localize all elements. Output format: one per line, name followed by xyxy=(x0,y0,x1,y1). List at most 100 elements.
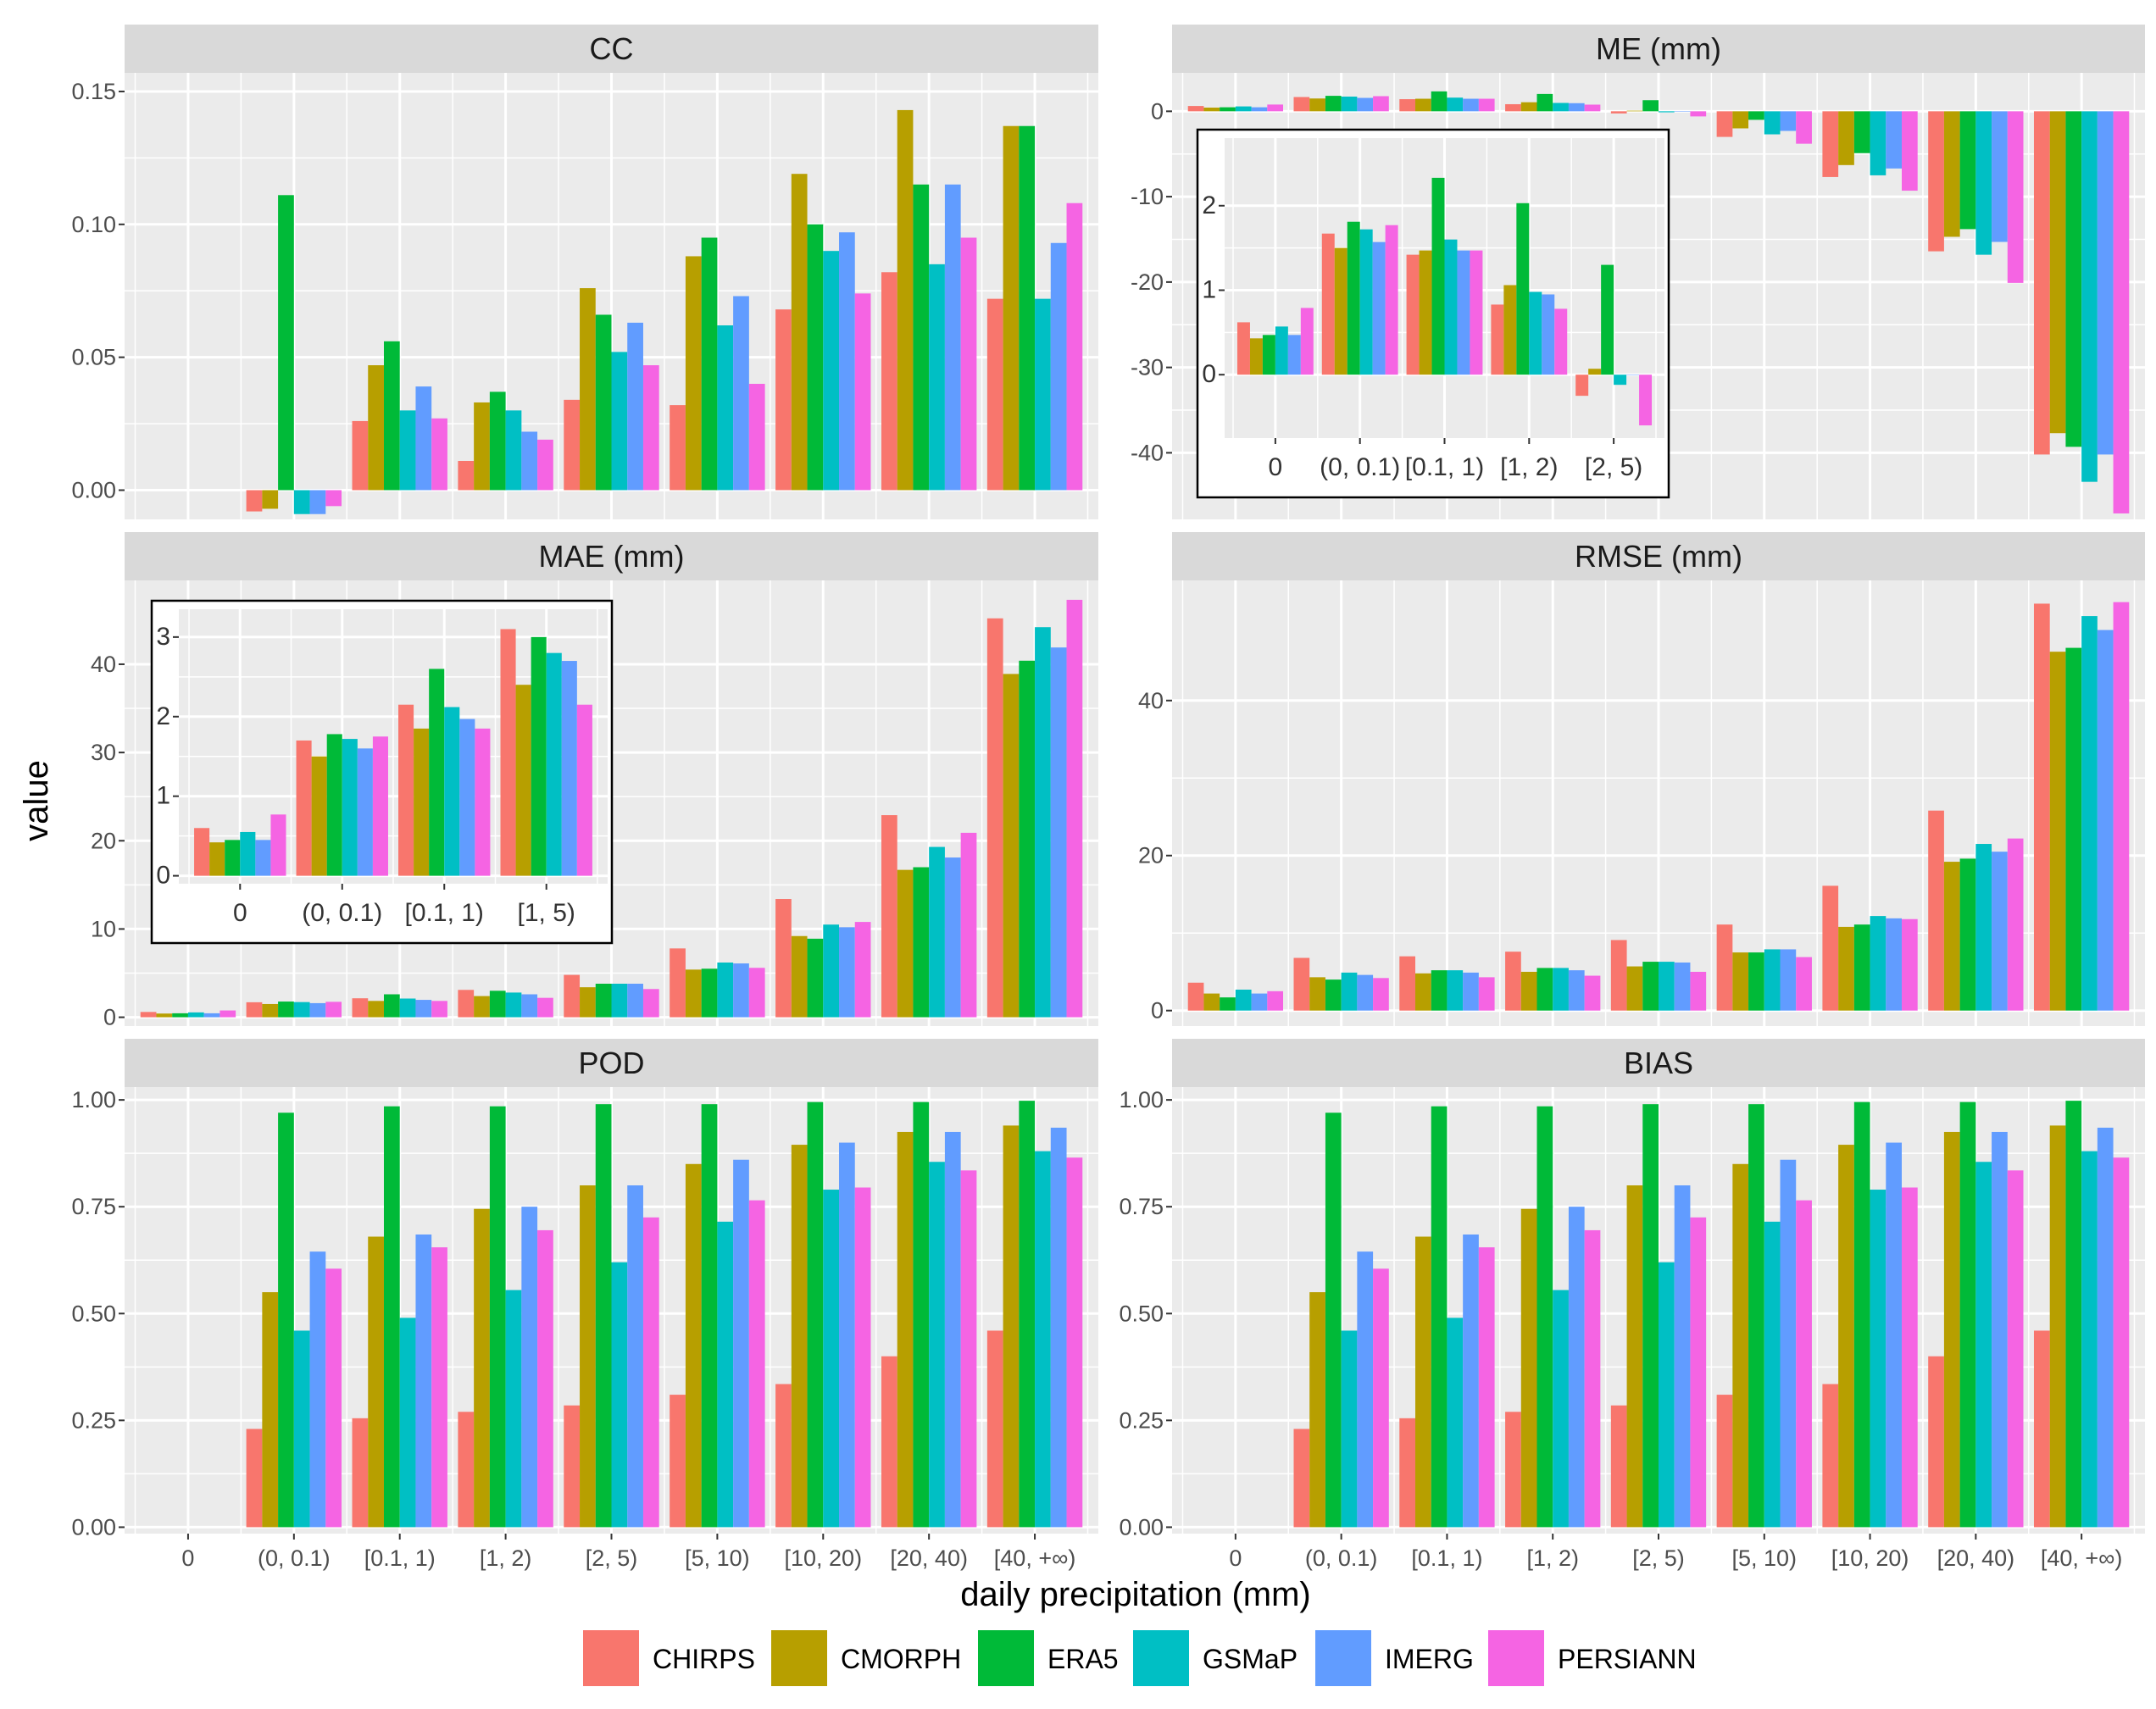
x-tick-label: [2, 5) xyxy=(1632,1545,1685,1571)
bar-imerg-7 xyxy=(1992,111,2008,242)
bar-cmorph-1 xyxy=(1309,977,1325,1011)
x-tick-label: [20, 40) xyxy=(1937,1545,2015,1571)
y-tick-label: 0.10 xyxy=(71,212,116,237)
bar-gsmap-4 xyxy=(611,352,628,491)
bar-gsmap-5 xyxy=(717,963,734,1018)
bar-persiann-3 xyxy=(537,997,553,1018)
bar-imerg-3 xyxy=(521,1207,538,1528)
bar-persiann-4 xyxy=(642,989,659,1018)
bar-persiann-3 xyxy=(1584,975,1601,1011)
facet-title: POD xyxy=(578,1046,644,1080)
bar-chirps-5 xyxy=(670,948,686,1018)
bar-imerg-0 xyxy=(1251,107,1268,112)
bar-gsmap-5 xyxy=(1764,949,1781,1011)
bar-gsmap-0 xyxy=(187,1012,204,1018)
bar-persiann-0 xyxy=(1267,990,1284,1011)
bar-era5-7 xyxy=(913,184,930,491)
bar-cmorph-1 xyxy=(262,490,279,509)
bar-chirps-2 xyxy=(1406,254,1420,375)
x-tick-label: 0 xyxy=(1229,1545,1242,1571)
bar-imerg-1 xyxy=(1357,974,1374,1011)
legend-key xyxy=(1315,1630,1371,1686)
y-tick-label: 0.25 xyxy=(1119,1407,1164,1433)
x-tick-label: [2, 5) xyxy=(586,1545,638,1571)
bar-imerg-1 xyxy=(309,490,326,514)
legend-item-chirps: CHIRPS xyxy=(583,1630,755,1686)
bar-chirps-0 xyxy=(1187,982,1204,1011)
bar-persiann-7 xyxy=(960,1170,977,1528)
bar-cmorph-2 xyxy=(368,1001,384,1018)
bar-cmorph-4 xyxy=(1588,369,1602,375)
bar-cmorph-6 xyxy=(791,935,808,1018)
y-tick-label: 0.00 xyxy=(71,477,116,502)
bar-persiann-1 xyxy=(1373,1268,1389,1528)
y-tick-label: 20 xyxy=(1138,843,1164,868)
bar-chirps-1 xyxy=(1321,233,1335,375)
bar-imerg-6 xyxy=(839,232,855,491)
bar-chirps-3 xyxy=(1505,952,1521,1011)
bar-era5-0 xyxy=(225,840,241,876)
bar-chirps-2 xyxy=(352,998,369,1018)
bar-persiann-7 xyxy=(2007,1170,2024,1528)
bar-gsmap-3 xyxy=(505,1290,522,1528)
legend-label: ERA5 xyxy=(1047,1644,1119,1674)
bar-persiann-2 xyxy=(475,728,491,876)
y-tick-label: 1.00 xyxy=(71,1087,116,1113)
bar-era5-2 xyxy=(383,341,400,491)
bar-persiann-8 xyxy=(2113,602,2130,1011)
y-tick-label: 0 xyxy=(103,1005,116,1030)
bar-chirps-1 xyxy=(246,1429,263,1528)
bar-gsmap-4 xyxy=(1659,111,1675,113)
x-tick-label: [1, 2) xyxy=(480,1545,532,1571)
bar-chirps-4 xyxy=(1610,1405,1627,1528)
bar-persiann-4 xyxy=(1639,375,1653,426)
bar-era5-5 xyxy=(1748,111,1764,120)
legend-key xyxy=(978,1630,1034,1686)
bar-era5-5 xyxy=(1748,952,1764,1011)
bar-gsmap-8 xyxy=(2081,1151,2098,1528)
bar-chirps-6 xyxy=(1822,111,1839,177)
facet-panel-pod: POD 0.00 0.25 0.50 0.75 1.00 0 (0, 0.1) [0.1, 1)… xyxy=(71,1039,1098,1571)
bar-era5-1 xyxy=(1347,221,1360,375)
bar-persiann-3 xyxy=(537,439,553,491)
bar-persiann-5 xyxy=(748,1200,765,1528)
bar-cmorph-5 xyxy=(1732,111,1749,129)
bar-era5-1 xyxy=(278,1113,294,1528)
bar-gsmap-6 xyxy=(823,924,840,1018)
bar-gsmap-7 xyxy=(929,846,945,1018)
bar-persiann-6 xyxy=(854,1187,871,1528)
bar-imerg-8 xyxy=(1050,242,1067,491)
bar-gsmap-2 xyxy=(1447,1318,1464,1528)
bar-chirps-4 xyxy=(564,974,581,1018)
bar-era5-1 xyxy=(1325,1113,1342,1528)
bar-chirps-7 xyxy=(881,272,897,491)
legend-item-era5: ERA5 xyxy=(978,1630,1119,1686)
bar-imerg-4 xyxy=(1674,962,1691,1011)
facet-strip xyxy=(125,1039,1098,1087)
bar-cmorph-8 xyxy=(2049,1125,2066,1528)
bar-era5-6 xyxy=(1853,924,1870,1011)
bar-cmorph-3 xyxy=(1520,1208,1537,1528)
bar-cmorph-4 xyxy=(1626,110,1643,112)
bar-gsmap-5 xyxy=(1764,111,1781,135)
bar-era5-5 xyxy=(1748,1104,1764,1528)
bar-chirps-7 xyxy=(881,1356,897,1528)
x-tick-label: (0, 0.1) xyxy=(258,1545,331,1571)
bar-cmorph-7 xyxy=(897,1131,914,1528)
facet-title: CC xyxy=(590,31,634,66)
bar-chirps-3 xyxy=(1505,1412,1521,1528)
bar-cmorph-0 xyxy=(1203,108,1220,112)
bar-gsmap-6 xyxy=(823,251,840,491)
bar-cmorph-5 xyxy=(1732,952,1749,1011)
facet-panel-me-mm: ME (mm) -40 -30 -20 -10 0 0 1 2 0 (0, 0.1) [0.1, 1)… xyxy=(1131,25,2145,519)
legend: CHIRPS CMORPH ERA5 GSMaP IMERG PERSIANN xyxy=(583,1630,1697,1686)
bar-imerg-1 xyxy=(357,748,373,876)
bar-chirps-3 xyxy=(458,1412,475,1528)
bar-era5-1 xyxy=(1325,979,1342,1011)
bar-gsmap-8 xyxy=(2081,111,2098,482)
facet-strip xyxy=(1172,1039,2145,1087)
bar-persiann-7 xyxy=(960,237,977,491)
bar-era5-2 xyxy=(1431,91,1448,112)
y-tick-label: 0.05 xyxy=(71,345,116,370)
